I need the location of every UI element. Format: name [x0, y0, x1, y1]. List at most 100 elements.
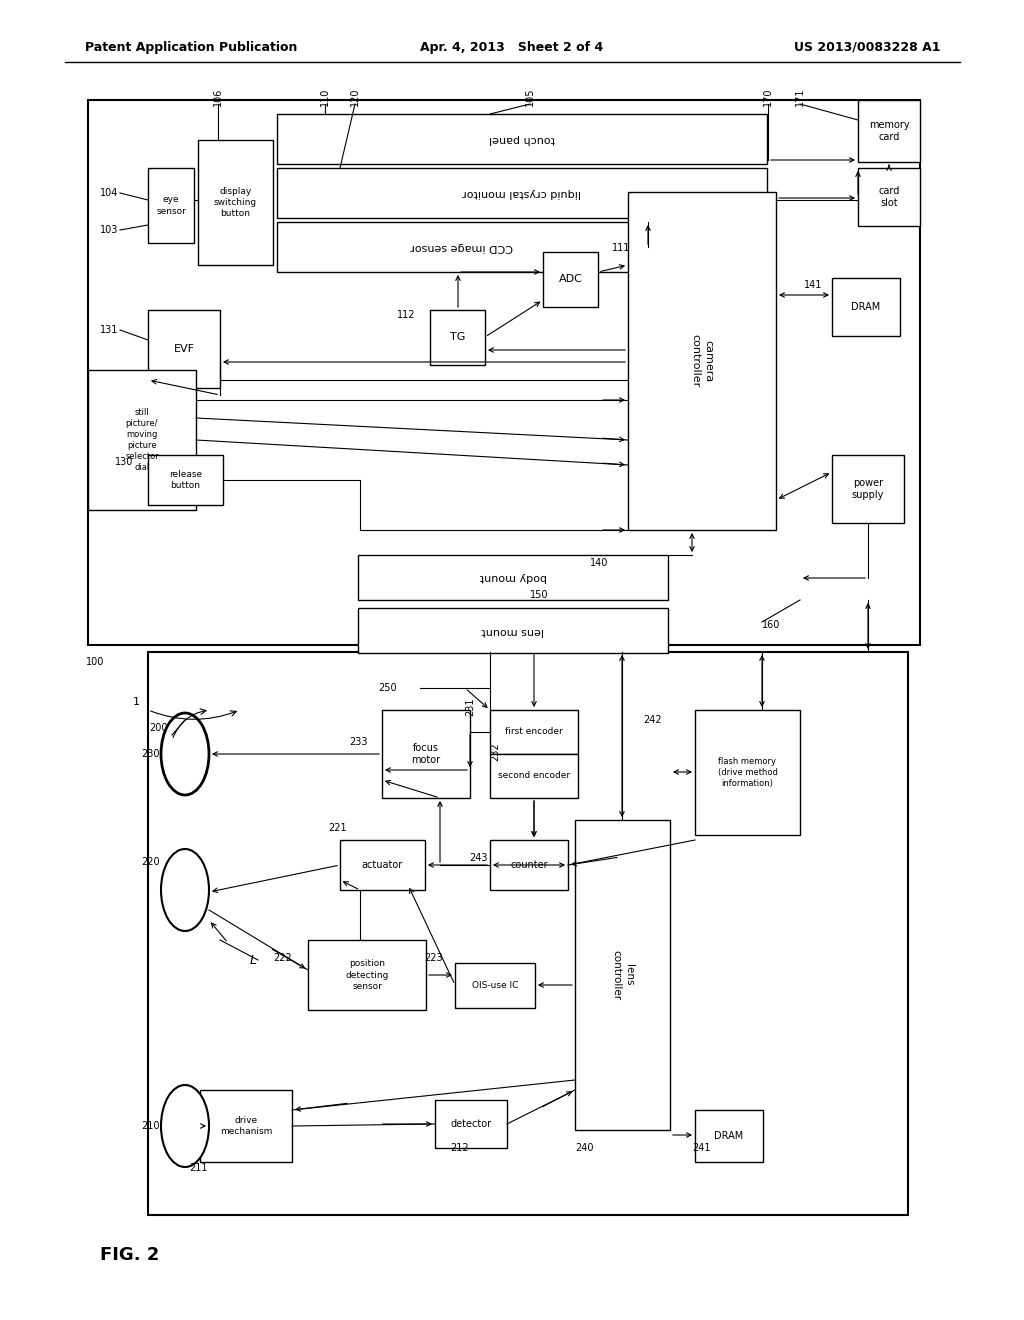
Bar: [435, 1100, 507, 1148]
Text: 140: 140: [590, 558, 608, 568]
Text: counter: counter: [510, 861, 548, 870]
Text: 110: 110: [319, 88, 330, 106]
Text: US 2013/0083228 A1: US 2013/0083228 A1: [794, 41, 940, 54]
Text: 171: 171: [795, 87, 805, 106]
Text: 232: 232: [490, 743, 500, 762]
Bar: [358, 554, 668, 601]
Text: 221: 221: [328, 822, 347, 833]
Ellipse shape: [161, 849, 209, 931]
Text: 220: 220: [141, 857, 160, 867]
Bar: [308, 940, 426, 1010]
Text: DRAM: DRAM: [715, 1131, 743, 1140]
Bar: [148, 168, 194, 243]
Text: 210: 210: [141, 1121, 160, 1131]
Text: DRAM: DRAM: [851, 302, 881, 312]
Text: 231: 231: [465, 698, 475, 717]
Text: 240: 240: [575, 1143, 594, 1152]
Bar: [490, 754, 578, 799]
Bar: [831, 455, 904, 523]
Bar: [148, 455, 223, 506]
Text: display
switching
button: display switching button: [214, 187, 257, 218]
Text: 120: 120: [350, 87, 360, 106]
Text: 131: 131: [99, 325, 118, 335]
Ellipse shape: [161, 713, 209, 795]
Text: card
slot: card slot: [879, 186, 900, 209]
Text: OIS-use IC: OIS-use IC: [472, 981, 518, 990]
Text: 111: 111: [612, 243, 631, 253]
Bar: [200, 1090, 292, 1162]
Bar: [490, 840, 568, 890]
Text: 211: 211: [188, 1163, 207, 1173]
Text: 130: 130: [115, 457, 133, 467]
Text: ADC: ADC: [558, 275, 583, 285]
Text: lens mount: lens mount: [481, 626, 545, 635]
Text: 141: 141: [804, 280, 822, 290]
Text: 243: 243: [469, 853, 488, 863]
Text: 250: 250: [378, 682, 396, 693]
Bar: [455, 964, 535, 1008]
Text: 241: 241: [692, 1143, 711, 1152]
Text: 1: 1: [133, 697, 140, 708]
Bar: [278, 222, 647, 272]
Text: CCD image sensor: CCD image sensor: [411, 242, 513, 252]
Text: 104: 104: [99, 187, 118, 198]
Bar: [858, 168, 920, 226]
Text: still
picture/
moving
picture
selector
dial: still picture/ moving picture selector d…: [125, 408, 159, 473]
Text: 200: 200: [150, 723, 168, 733]
Text: liquid crystal monitor: liquid crystal monitor: [463, 187, 582, 198]
Bar: [88, 100, 920, 645]
Bar: [575, 820, 670, 1130]
Bar: [278, 114, 767, 164]
Text: 105: 105: [525, 87, 535, 106]
Ellipse shape: [161, 1085, 209, 1167]
Text: 170: 170: [763, 87, 773, 106]
Bar: [831, 279, 900, 337]
Text: 150: 150: [530, 590, 549, 601]
Bar: [198, 140, 273, 265]
Text: 100: 100: [86, 657, 104, 667]
Bar: [543, 252, 598, 308]
Text: FIG. 2: FIG. 2: [100, 1246, 160, 1265]
Bar: [148, 310, 220, 388]
Bar: [88, 370, 196, 510]
Text: detector: detector: [451, 1119, 492, 1129]
Text: L: L: [250, 953, 256, 966]
Text: 242: 242: [643, 715, 662, 725]
Bar: [628, 191, 776, 531]
Bar: [278, 168, 767, 218]
Text: lens
controller: lens controller: [611, 950, 634, 1001]
Text: second encoder: second encoder: [498, 771, 570, 780]
Text: 106: 106: [213, 88, 223, 106]
Text: Apr. 4, 2013   Sheet 2 of 4: Apr. 4, 2013 Sheet 2 of 4: [421, 41, 603, 54]
Text: 230: 230: [141, 748, 160, 759]
Text: TG: TG: [450, 333, 465, 342]
Text: drive
mechanism: drive mechanism: [220, 1115, 272, 1137]
Text: 212: 212: [450, 1143, 469, 1152]
Text: 160: 160: [762, 620, 780, 630]
Text: EVF: EVF: [173, 345, 195, 354]
Text: first encoder: first encoder: [505, 727, 563, 737]
Text: flash memory
(drive method
information): flash memory (drive method information): [718, 756, 777, 788]
Text: touch panel: touch panel: [489, 135, 555, 144]
Bar: [382, 710, 470, 799]
Text: body mount: body mount: [479, 573, 547, 582]
Bar: [695, 1110, 763, 1162]
Text: actuator: actuator: [361, 861, 403, 870]
Text: 223: 223: [424, 953, 443, 964]
Bar: [340, 840, 425, 890]
Text: eye
sensor: eye sensor: [156, 195, 186, 215]
Text: power
supply: power supply: [852, 478, 884, 500]
Text: 112: 112: [396, 310, 415, 319]
Bar: [358, 609, 668, 653]
Text: Patent Application Publication: Patent Application Publication: [85, 41, 297, 54]
Text: 233: 233: [349, 737, 368, 747]
Text: memory
card: memory card: [868, 120, 909, 143]
Bar: [858, 100, 920, 162]
Text: camera
controller: camera controller: [691, 334, 713, 388]
Bar: [695, 710, 800, 836]
Text: 103: 103: [99, 224, 118, 235]
Bar: [430, 310, 485, 366]
Text: 222: 222: [273, 953, 292, 964]
Text: position
detecting
sensor: position detecting sensor: [345, 960, 389, 990]
Bar: [148, 652, 908, 1214]
